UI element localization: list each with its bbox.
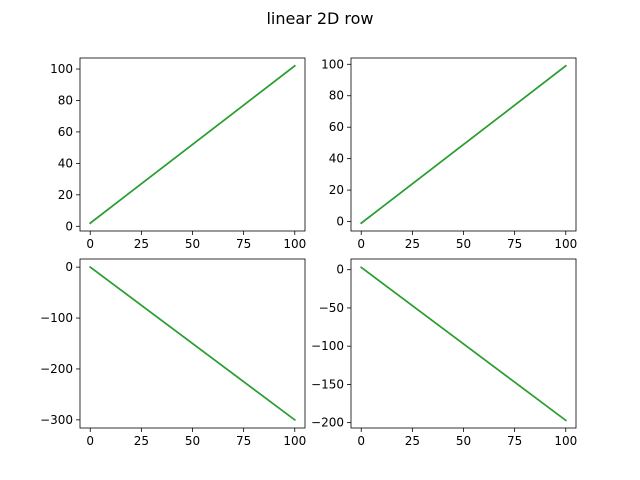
x-tick-label: 0 bbox=[357, 434, 365, 448]
x-tick-label: 0 bbox=[86, 434, 94, 448]
x-tick-label: 50 bbox=[456, 434, 471, 448]
x-tick-label: 50 bbox=[185, 434, 200, 448]
y-tick-label: 0 bbox=[336, 215, 344, 229]
y-tick-label: −150 bbox=[311, 377, 344, 391]
x-tick-label: 75 bbox=[236, 237, 251, 251]
x-tick-label: 100 bbox=[283, 434, 306, 448]
y-tick-label: −100 bbox=[40, 311, 73, 325]
x-tick-label: 25 bbox=[134, 237, 149, 251]
series-line-2 bbox=[360, 64, 567, 225]
y-tick-label: −200 bbox=[40, 362, 73, 376]
y-tick-label: −50 bbox=[319, 301, 344, 315]
y-tick-label: −300 bbox=[40, 413, 73, 427]
x-tick-label: 0 bbox=[86, 237, 94, 251]
x-tick-label: 100 bbox=[554, 237, 577, 251]
y-tick-label: 100 bbox=[321, 57, 344, 71]
series-line-2 bbox=[360, 266, 567, 422]
y-tick-label: 40 bbox=[58, 156, 73, 170]
y-tick-label: 100 bbox=[50, 62, 73, 76]
x-tick-label: 75 bbox=[507, 434, 522, 448]
x-tick-label: 25 bbox=[405, 237, 420, 251]
subplot-top-right: 0 25 50 75 100 0 20 40 60 80 100 bbox=[321, 57, 577, 251]
y-tick-label: 20 bbox=[58, 188, 73, 202]
y-tick-label: 0 bbox=[65, 260, 73, 274]
y-tick-label: 20 bbox=[329, 183, 344, 197]
subplot-bottom-right: 0 25 50 75 100 0 −50 −100 −150 −200 bbox=[311, 258, 577, 448]
x-tick-label: 25 bbox=[405, 434, 420, 448]
x-tick-label: 50 bbox=[185, 237, 200, 251]
x-tick-label: 25 bbox=[134, 434, 149, 448]
figure-title: linear 2D row bbox=[266, 9, 373, 28]
x-tick-label: 75 bbox=[236, 434, 251, 448]
y-tick-label: 60 bbox=[329, 120, 344, 134]
series-line-2 bbox=[89, 64, 296, 225]
x-tick-label: 100 bbox=[283, 237, 306, 251]
y-tick-label: 0 bbox=[336, 263, 344, 277]
y-tick-label: 40 bbox=[329, 152, 344, 166]
x-tick-label: 100 bbox=[554, 434, 577, 448]
y-tick-label: −100 bbox=[311, 339, 344, 353]
y-tick-label: 60 bbox=[58, 125, 73, 139]
y-tick-label: 80 bbox=[329, 89, 344, 103]
subplot-bottom-left: 0 25 50 75 100 0 −100 −200 −300 bbox=[40, 258, 306, 448]
subplot-top-left: 0 25 50 75 100 0 20 40 60 80 100 bbox=[50, 57, 306, 251]
x-tick-label: 0 bbox=[357, 237, 365, 251]
y-tick-label: −200 bbox=[311, 416, 344, 430]
series-line-2 bbox=[89, 266, 296, 421]
x-tick-label: 75 bbox=[507, 237, 522, 251]
y-tick-label: 80 bbox=[58, 93, 73, 107]
x-tick-label: 50 bbox=[456, 237, 471, 251]
y-tick-label: 0 bbox=[65, 219, 73, 233]
